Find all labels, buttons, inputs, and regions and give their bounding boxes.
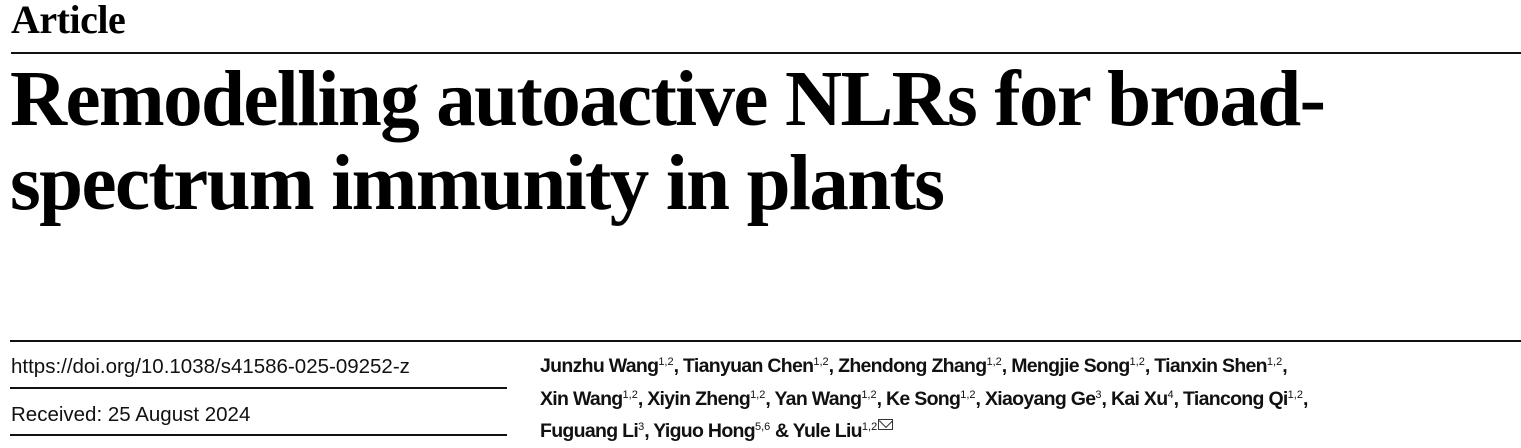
author-affiliation: 1,2 [960, 388, 976, 401]
author-name[interactable]: Tianxin Shen [1154, 355, 1267, 377]
author-name[interactable]: Yiguo Hong [653, 420, 755, 442]
envelope-icon[interactable] [878, 419, 894, 430]
author-affiliation: 1,2 [622, 388, 638, 401]
author-affiliation: 3 [1095, 388, 1102, 401]
author-separator: , [876, 387, 887, 410]
author-separator: , [644, 420, 654, 442]
author-affiliation: 1,2 [861, 421, 878, 433]
author-separator: , [1144, 355, 1155, 377]
author-separator: , [828, 355, 839, 377]
author-affiliation: 3 [638, 421, 645, 433]
author-name[interactable]: Tianyuan Chen [683, 355, 814, 377]
author-affiliation: 4 [1167, 388, 1174, 401]
author-affiliation: 1,2 [1287, 388, 1303, 401]
title-line: Remodelling autoactive NLRs for broad- [10, 56, 1326, 143]
author-affiliation: 1,2 [1129, 356, 1145, 368]
author-separator: , [975, 387, 985, 410]
author-name[interactable]: Ke Song [886, 387, 961, 410]
author-name[interactable]: Xiaoyang Ge [984, 387, 1096, 410]
author-name[interactable]: Kai Xu [1110, 387, 1168, 410]
doi-divider [10, 387, 507, 389]
author-name[interactable]: Yule Liu [792, 420, 863, 442]
author-affiliation: 1,2 [813, 356, 829, 368]
received-divider [10, 434, 507, 436]
author-separator: , [1282, 355, 1287, 377]
author-separator: , [673, 355, 684, 377]
author-separator: , [765, 387, 775, 410]
author-line: Junzhu Wang1,2, Tianyuan Chen1,2, Zhendo… [540, 350, 1308, 383]
meta-divider [10, 340, 1521, 342]
author-list: Junzhu Wang1,2, Tianyuan Chen1,2, Zhendo… [540, 350, 1308, 448]
author-line: Fuguang Li3, Yiguo Hong5,6 & Yule Liu1,2 [540, 415, 1308, 448]
author-separator: , [637, 387, 648, 410]
author-name[interactable]: Xin Wang [540, 387, 623, 410]
author-separator: , [1302, 387, 1308, 410]
received-date: Received: 25 August 2024 [11, 403, 251, 426]
doi-link[interactable]: https://doi.org/10.1038/s41586-025-09252… [11, 355, 410, 378]
author-separator: , [1173, 387, 1184, 410]
header-divider [11, 52, 1521, 54]
author-affiliation: 1,2 [658, 356, 674, 368]
author-separator: & [770, 420, 793, 442]
author-separator: , [1101, 387, 1111, 410]
article-title: Remodelling autoactive NLRs for broad- s… [10, 56, 1326, 227]
author-line: Xin Wang1,2, Xiyin Zheng1,2, Yan Wang1,2… [540, 383, 1308, 416]
author-name[interactable]: Yan Wang [774, 387, 862, 410]
author-affiliation: 1,2 [986, 356, 1002, 368]
author-name[interactable]: Fuguang Li [540, 420, 639, 442]
article-type-label: Article [11, 0, 126, 42]
author-affiliation: 5,6 [754, 421, 771, 433]
author-name[interactable]: Junzhu Wang [540, 355, 659, 377]
author-affiliation: 1,2 [750, 388, 766, 401]
author-affiliation: 1,2 [1266, 356, 1283, 368]
author-name[interactable]: Zhendong Zhang [838, 355, 987, 377]
title-line: spectrum immunity in plants [10, 140, 945, 227]
author-separator: , [1001, 355, 1012, 377]
author-name[interactable]: Xiyin Zheng [647, 387, 751, 410]
author-name[interactable]: Tiancong Qi [1183, 387, 1288, 410]
author-name[interactable]: Mengjie Song [1011, 355, 1130, 377]
author-affiliation: 1,2 [861, 388, 877, 401]
